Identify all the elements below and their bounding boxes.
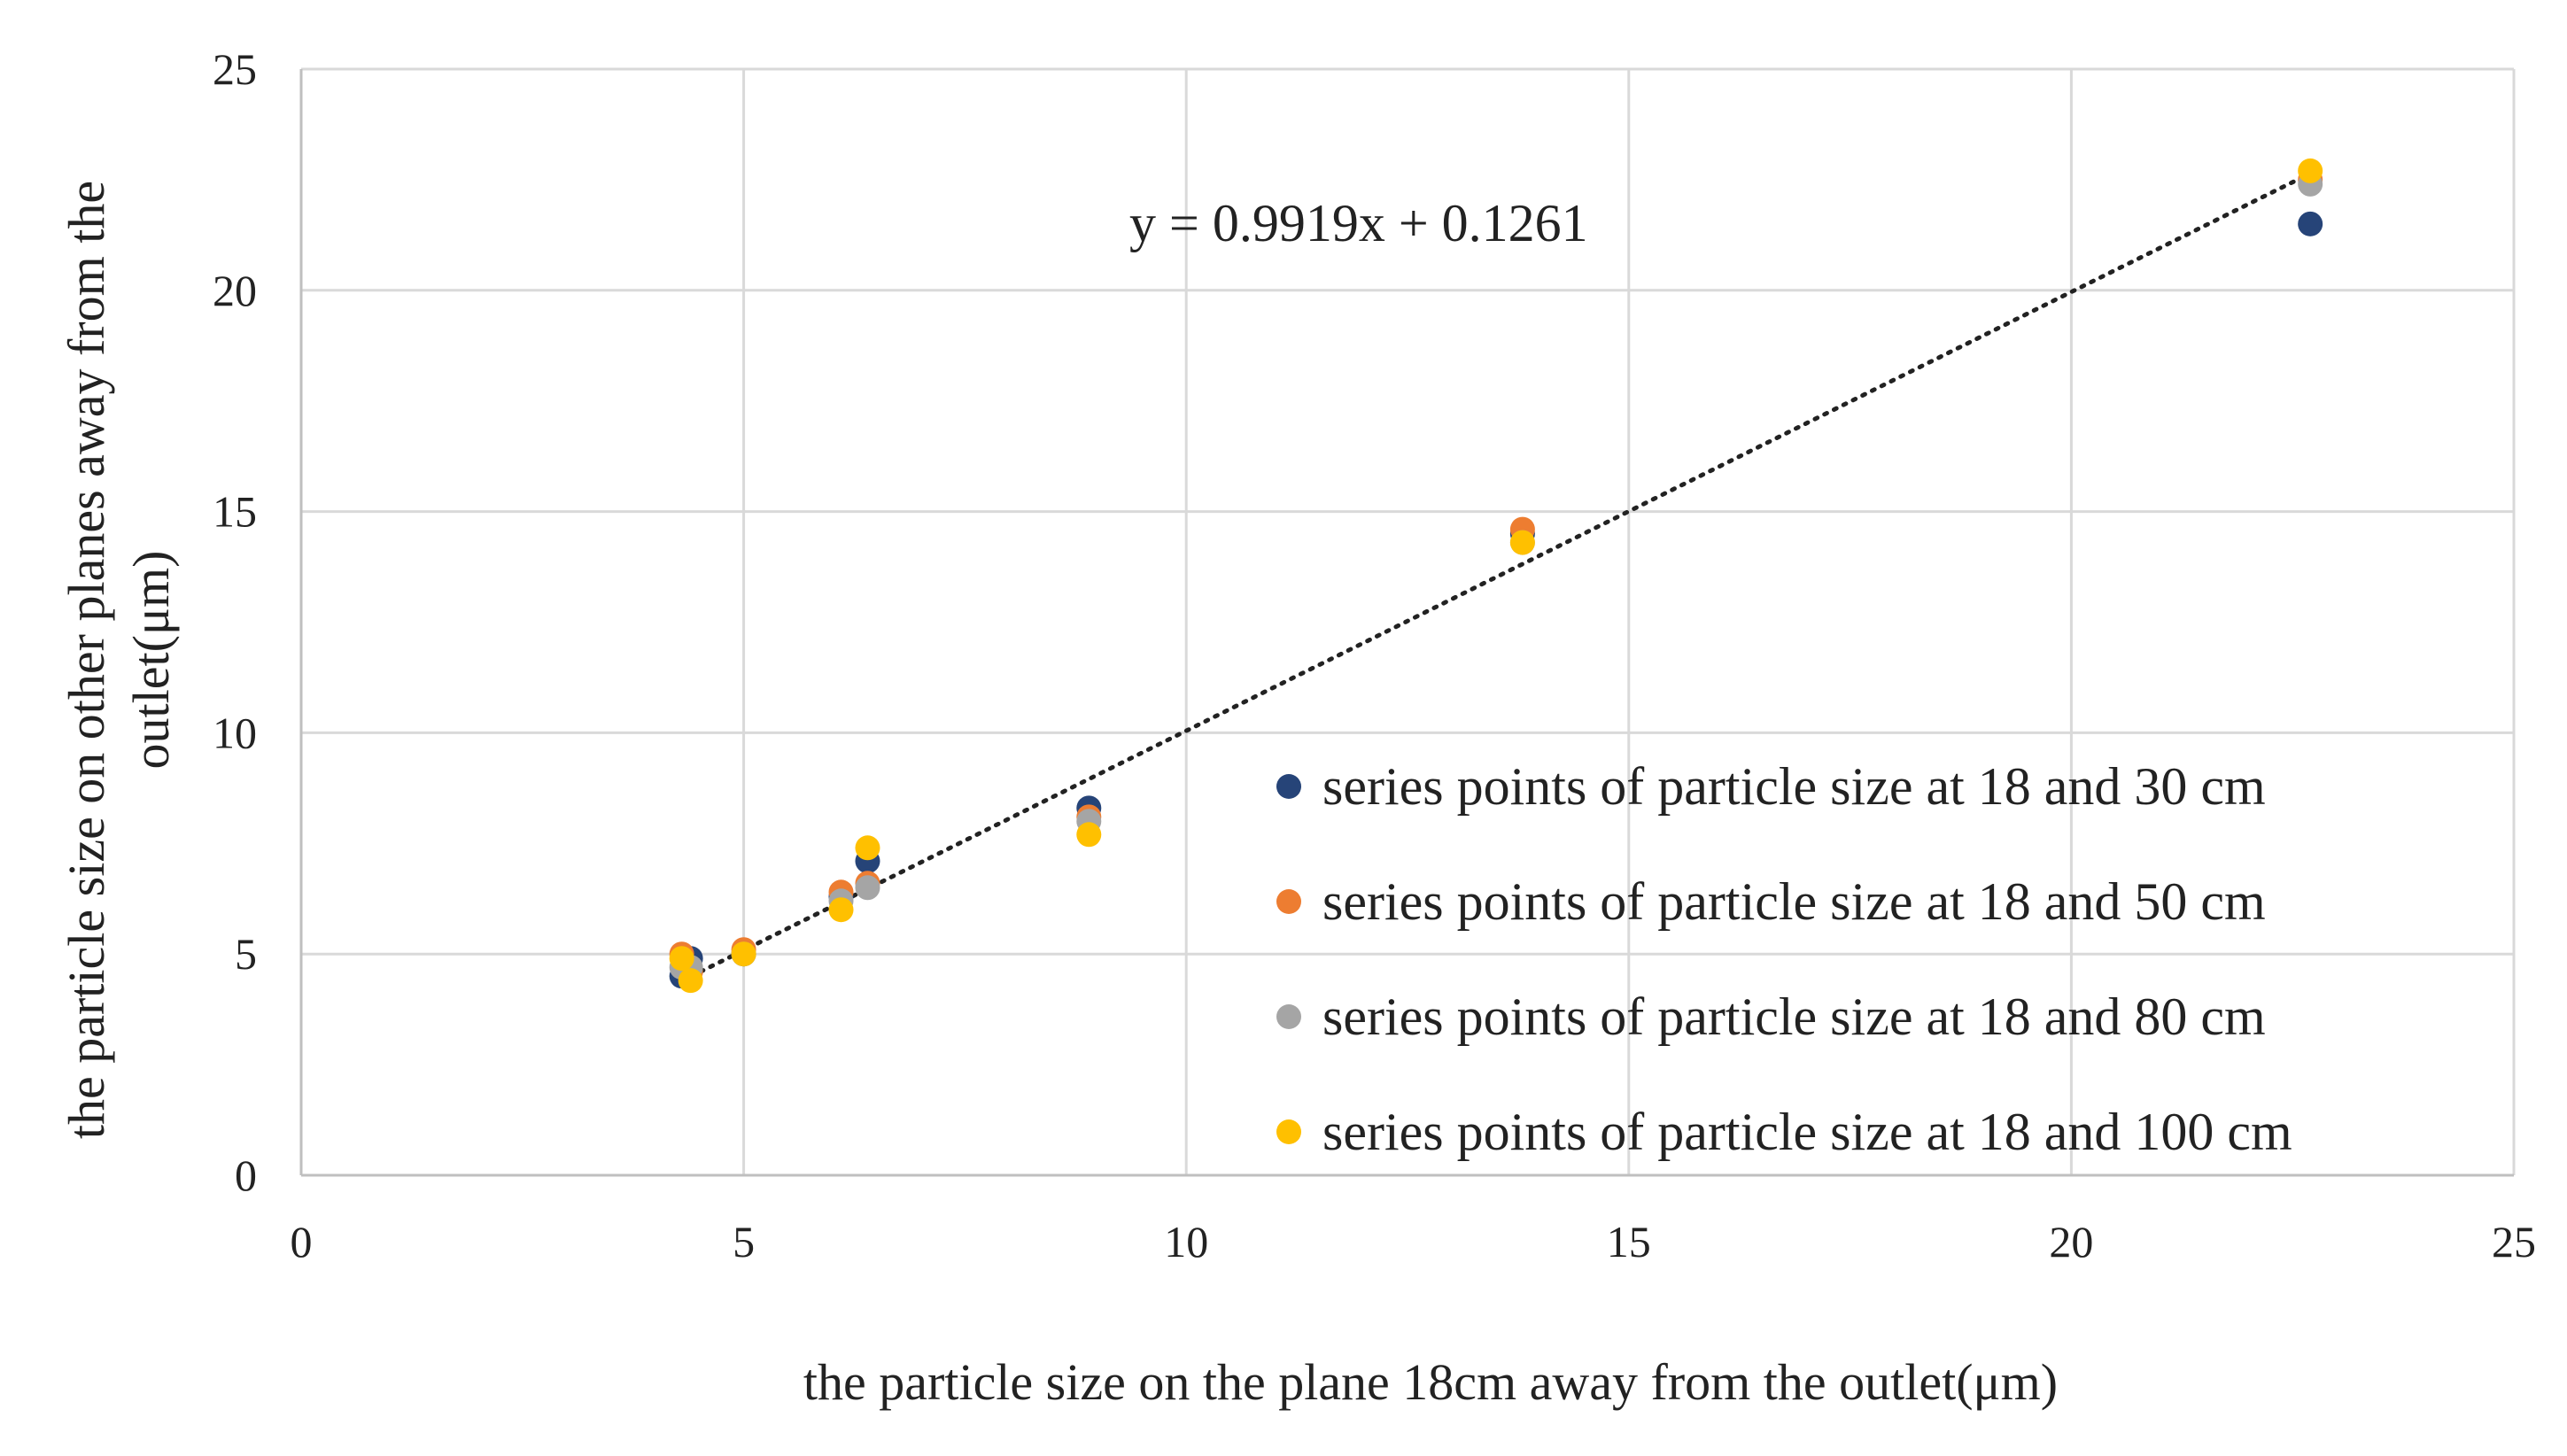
point-series-4 [828, 897, 854, 923]
x-tick-label: 15 [1607, 1217, 1651, 1266]
y-axis-title: the particle size on other planes away f… [58, 181, 180, 1139]
grid [299, 67, 2516, 1177]
y-axis-title-line-2: outlet(μm) [122, 551, 180, 770]
legend-marker [1276, 1004, 1301, 1029]
trendline-equation: y = 0.9919x + 0.1261 [1129, 194, 1588, 252]
y-tick-label: 5 [235, 929, 257, 979]
legend-item-3: series points of particle size at 18 and… [1276, 987, 2266, 1046]
legend-label: series points of particle size at 18 and… [1322, 757, 2266, 816]
y-axis-title-line-1: the particle size on other planes away f… [58, 181, 115, 1139]
trendline-group [679, 171, 2313, 984]
y-tick-label: 25 [213, 44, 257, 94]
x-tick-label: 20 [2049, 1217, 2093, 1266]
legend-item-1: series points of particle size at 18 and… [1276, 757, 2266, 816]
x-axis-title: the particle size on the plane 18cm away… [803, 1353, 2058, 1411]
legend-label: series points of particle size at 18 and… [1322, 872, 2266, 931]
legend-label: series points of particle size at 18 and… [1322, 987, 2266, 1046]
y-tick-label: 0 [235, 1150, 257, 1200]
point-series-4 [2298, 158, 2323, 183]
x-tick-label: 25 [2492, 1217, 2536, 1266]
point-series-4 [678, 968, 703, 994]
legend: series points of particle size at 18 and… [1276, 757, 2292, 1161]
legend-marker [1276, 774, 1301, 799]
x-axis-ticks: 0 5 10 15 20 25 [291, 1217, 2537, 1266]
legend-marker [1276, 1119, 1301, 1144]
data-points [669, 158, 2323, 994]
legend-marker [1276, 889, 1301, 914]
y-tick-label: 10 [213, 708, 257, 757]
point-series-4 [1076, 822, 1102, 848]
point-series-1 [2298, 211, 2323, 236]
x-tick-label: 5 [733, 1217, 755, 1266]
trendline [679, 171, 2313, 984]
point-series-4 [669, 946, 694, 972]
point-series-3 [855, 875, 880, 901]
y-tick-label: 15 [213, 487, 257, 537]
y-axis-ticks: 0 5 10 15 20 25 [213, 44, 257, 1200]
legend-item-2: series points of particle size at 18 and… [1276, 872, 2266, 931]
x-tick-label: 10 [1164, 1217, 1208, 1266]
legend-item-4: series points of particle size at 18 and… [1276, 1103, 2292, 1161]
y-tick-label: 20 [213, 266, 257, 315]
point-series-4 [731, 941, 756, 967]
point-series-4 [1509, 530, 1535, 555]
point-series-4 [855, 835, 880, 861]
x-tick-label: 0 [291, 1217, 313, 1266]
legend-label: series points of particle size at 18 and… [1322, 1103, 2292, 1161]
